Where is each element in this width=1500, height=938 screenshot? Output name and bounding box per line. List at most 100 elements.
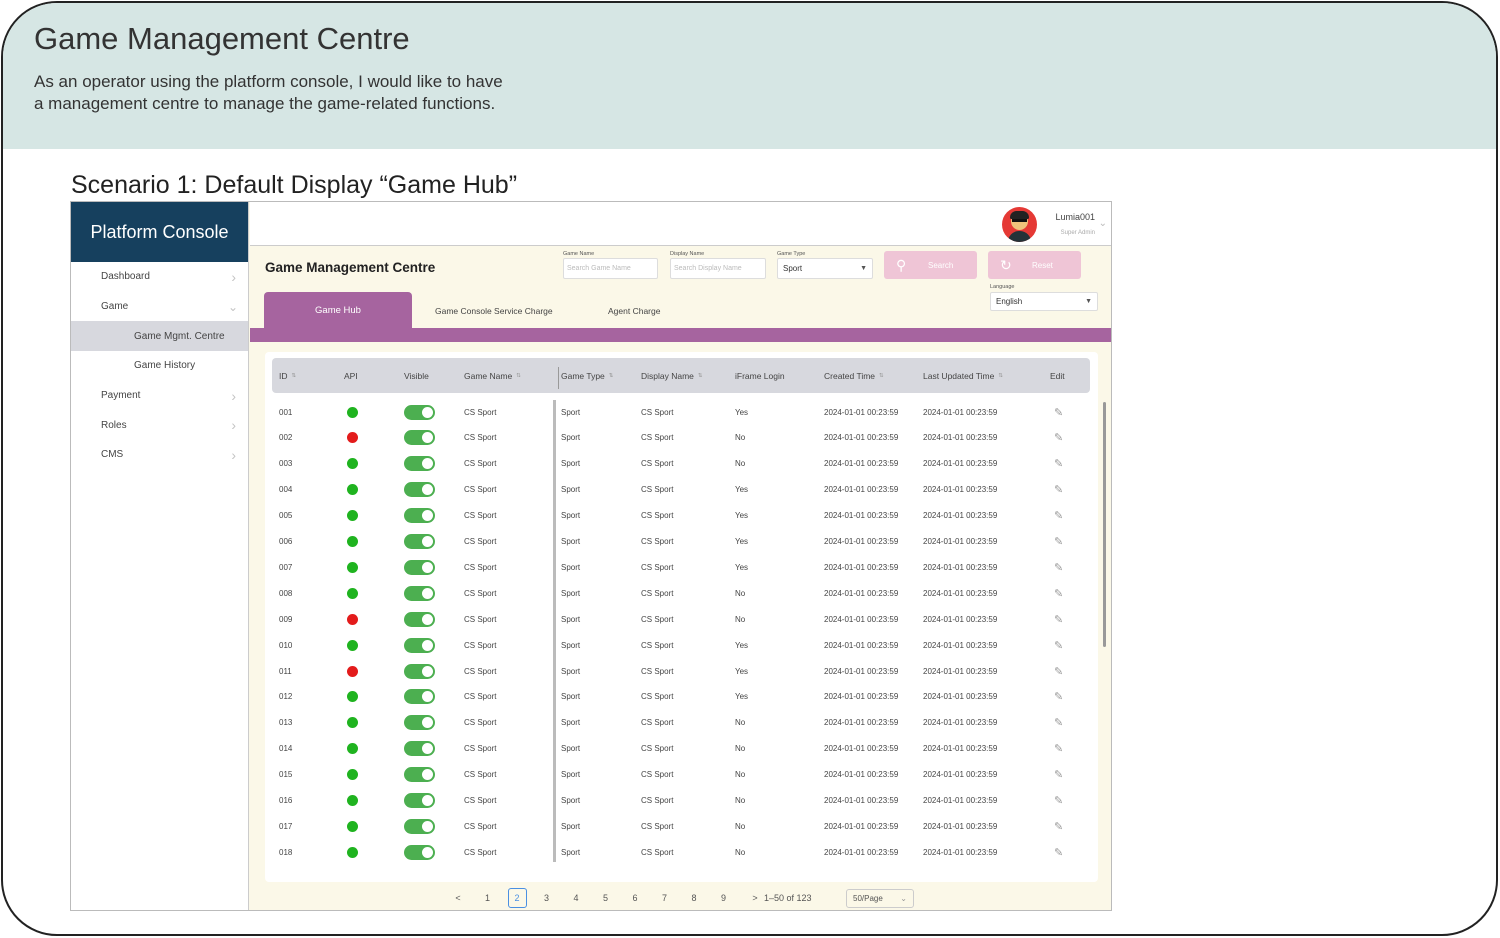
cell-display-name: CS Sport — [641, 718, 674, 728]
visible-toggle[interactable] — [404, 818, 435, 834]
visible-toggle[interactable] — [404, 534, 435, 549]
sidebar-item-game[interactable]: Game ⌄ — [71, 292, 248, 322]
sidebar-item-roles[interactable]: Roles › — [71, 410, 248, 440]
chevron-down-icon[interactable]: ⌄ — [1098, 218, 1107, 229]
display-name-input[interactable]: Search Display Name — [670, 258, 766, 279]
edit-icon[interactable]: ✎ — [1054, 717, 1064, 730]
visible-toggle[interactable] — [404, 767, 435, 783]
edit-icon[interactable]: ✎ — [1054, 510, 1064, 523]
sidebar-item-game-mgmt-centre[interactable]: Game Mgmt. Centre — [71, 321, 248, 352]
cell-edit: ✎ — [1054, 580, 1063, 606]
page-button[interactable]: 6 — [632, 893, 638, 903]
game-type-select[interactable]: Sport ▼ — [777, 258, 873, 279]
cell-api — [347, 606, 358, 632]
edit-icon[interactable]: ✎ — [1054, 484, 1064, 497]
sidebar-item-cms[interactable]: CMS › — [71, 440, 248, 470]
table-row: 007 CS Sport Sport CS Sport Yes 2024-01-01 00… — [272, 554, 1090, 580]
edit-icon[interactable]: ✎ — [1054, 639, 1064, 652]
chevron-right-icon: › — [231, 268, 236, 285]
prev-page-button[interactable]: < — [455, 893, 461, 903]
search-button[interactable]: ⚲ Search — [884, 251, 977, 279]
cell-game-name: CS Sport — [464, 796, 497, 805]
user-role: Super Admin — [1060, 230, 1095, 236]
edit-icon[interactable]: ✎ — [1054, 743, 1064, 756]
visible-toggle[interactable] — [404, 844, 435, 860]
edit-icon[interactable]: ✎ — [1054, 432, 1064, 445]
cell-api — [347, 658, 358, 684]
cell-api — [347, 632, 358, 658]
toggle-knob — [422, 561, 433, 573]
visible-toggle[interactable] — [404, 559, 435, 575]
visible-toggle[interactable] — [404, 585, 435, 601]
visible-toggle[interactable] — [404, 689, 435, 705]
edit-icon[interactable]: ✎ — [1054, 406, 1064, 419]
column-header-created-time[interactable]: Created Time ⇅ — [824, 370, 884, 381]
tab-game-console-service-charge[interactable]: Game Console Service Charge — [435, 305, 553, 316]
column-divider[interactable] — [553, 400, 556, 862]
column-header-last-updated-time[interactable]: Last Updated Time ⇅ — [923, 370, 1003, 381]
page-button[interactable]: 4 — [573, 893, 579, 903]
cell-game-type: Sport — [561, 847, 581, 857]
user-avatar[interactable] — [1002, 207, 1037, 242]
cell-display-name: CS Sport — [641, 796, 674, 805]
edit-icon[interactable]: ✎ — [1054, 795, 1064, 807]
visible-toggle[interactable] — [404, 793, 435, 808]
edit-icon[interactable]: ✎ — [1054, 846, 1064, 859]
cell-last-updated-time: 2024-01-01 00:23:59 — [923, 744, 998, 754]
visible-toggle[interactable] — [404, 508, 435, 524]
sidebar-item-dashboard[interactable]: Dashboard › — [71, 262, 248, 292]
sidebar-item-game-history[interactable]: Game History — [71, 351, 248, 381]
column-header-game-name[interactable]: Game Name ⇅ — [464, 370, 521, 381]
visible-toggle[interactable] — [404, 637, 435, 653]
visible-toggle[interactable] — [404, 715, 435, 731]
cell-display-name: CS Sport — [641, 562, 674, 572]
visible-toggle[interactable] — [404, 482, 435, 498]
edit-icon[interactable]: ✎ — [1054, 665, 1064, 678]
tab-game-hub[interactable]: Game Hub — [264, 292, 412, 329]
cell-game-type: Sport — [561, 692, 581, 702]
cell-game-name: CS Sport — [464, 847, 497, 857]
game-name-input[interactable]: Search Game Name — [563, 258, 658, 279]
visible-toggle[interactable] — [404, 456, 435, 472]
cell-iframe-login: Yes — [735, 485, 749, 495]
cell-last-updated-time: 2024-01-01 00:23:59 — [923, 666, 998, 676]
user-name[interactable]: Lumia001 — [1055, 212, 1095, 222]
page-button[interactable]: 9 — [720, 893, 726, 903]
reset-button-label: Reset — [1032, 260, 1053, 270]
page-button[interactable]: 7 — [661, 893, 667, 903]
vertical-scrollbar[interactable] — [1103, 402, 1106, 647]
edit-icon[interactable]: ✎ — [1054, 561, 1064, 574]
page-button[interactable]: 1 — [484, 893, 490, 903]
page-button[interactable]: 2 — [507, 888, 527, 908]
visible-toggle[interactable] — [404, 741, 435, 757]
api-status-dot — [347, 458, 358, 470]
page-button[interactable]: 5 — [602, 893, 608, 903]
column-header-display-name[interactable]: Display Name ⇅ — [641, 370, 703, 381]
page-button[interactable]: 8 — [691, 893, 697, 903]
cell-iframe-login: Yes — [735, 640, 749, 650]
language-select[interactable]: English ▼ — [990, 292, 1098, 311]
cell-last-updated-time: 2024-01-01 00:23:59 — [923, 718, 998, 728]
column-divider[interactable] — [558, 367, 559, 389]
column-header-id[interactable]: ID ⇅ — [279, 370, 297, 381]
page-button[interactable]: 3 — [543, 893, 549, 903]
edit-icon[interactable]: ✎ — [1054, 691, 1064, 704]
column-header-game-type[interactable]: Game Type ⇅ — [561, 370, 614, 381]
edit-icon[interactable]: ✎ — [1054, 820, 1064, 833]
visible-toggle[interactable] — [404, 611, 435, 627]
edit-icon[interactable]: ✎ — [1054, 769, 1064, 782]
visible-toggle[interactable] — [404, 404, 435, 420]
cell-iframe-login: No — [735, 847, 746, 857]
sidebar-item-payment[interactable]: Payment › — [71, 381, 248, 411]
visible-toggle[interactable] — [404, 430, 435, 446]
edit-icon[interactable]: ✎ — [1054, 536, 1064, 548]
tab-agent-charge[interactable]: Agent Charge — [608, 305, 661, 316]
cell-last-updated-time: 2024-01-01 00:23:59 — [923, 485, 998, 495]
visible-toggle[interactable] — [404, 663, 435, 679]
reset-button[interactable]: ↻ Reset — [988, 251, 1081, 279]
edit-icon[interactable]: ✎ — [1054, 587, 1064, 600]
next-page-button[interactable]: > — [752, 893, 758, 903]
edit-icon[interactable]: ✎ — [1054, 458, 1064, 471]
page-size-select[interactable]: 50/Page ⌄ — [846, 889, 914, 908]
edit-icon[interactable]: ✎ — [1054, 613, 1064, 626]
